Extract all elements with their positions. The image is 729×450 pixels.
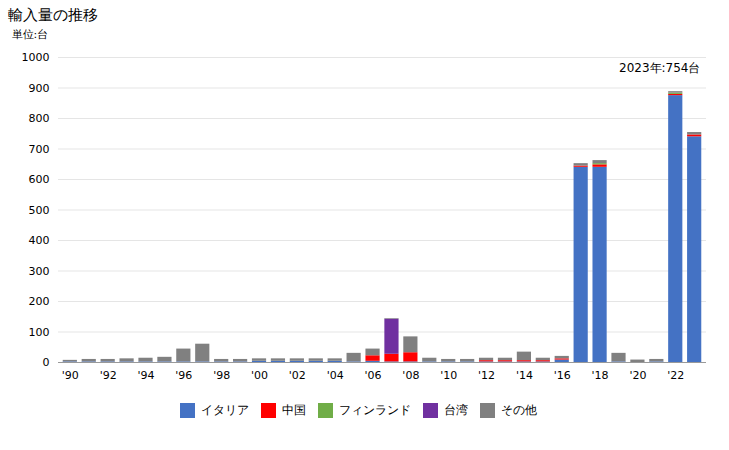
svg-text:'90: '90 (62, 369, 79, 382)
html-text:台湾: 台湾 (444, 403, 468, 417)
svg-text:0: 0 (43, 356, 50, 369)
svg-text:900: 900 (29, 82, 50, 95)
html-text:その他: その他 (501, 403, 537, 417)
svg-text:2023年:754台: 2023年:754台 (619, 61, 701, 75)
svg-text:600: 600 (29, 173, 50, 186)
svg-text:'16: '16 (554, 369, 571, 382)
svg-text:'22: '22 (667, 369, 684, 382)
svg-text:'20: '20 (629, 369, 646, 382)
svg-text:'04: '04 (327, 369, 344, 382)
svg-text:200: 200 (29, 295, 50, 308)
svg-text:'10: '10 (440, 369, 457, 382)
svg-text:300: 300 (29, 265, 50, 278)
svg-text:'14: '14 (516, 369, 533, 382)
svg-text:'06: '06 (365, 369, 382, 382)
svg-text:100: 100 (29, 326, 50, 339)
html-text:中国: 中国 (282, 403, 306, 417)
svg-text:400: 400 (29, 234, 50, 247)
svg-text:1000: 1000 (22, 51, 50, 64)
html-text:輸入量の推移: 輸入量の推移 (8, 6, 98, 24)
svg-text:'02: '02 (289, 369, 306, 382)
svg-text:'96: '96 (175, 369, 192, 382)
svg-text:'08: '08 (402, 369, 419, 382)
svg-text:'12: '12 (478, 369, 495, 382)
svg-text:'98: '98 (213, 369, 230, 382)
svg-text:'94: '94 (137, 369, 154, 382)
svg-text:800: 800 (29, 112, 50, 125)
html-text:イタリア: イタリア (201, 403, 249, 417)
svg-text:'18: '18 (592, 369, 609, 382)
html-text:フィンランド: フィンランド (339, 403, 411, 417)
svg-text:500: 500 (29, 204, 50, 217)
svg-text:単位:台: 単位:台 (12, 28, 49, 41)
svg-text:'00: '00 (251, 369, 268, 382)
svg-text:'92: '92 (100, 369, 117, 382)
svg-text:700: 700 (29, 143, 50, 156)
